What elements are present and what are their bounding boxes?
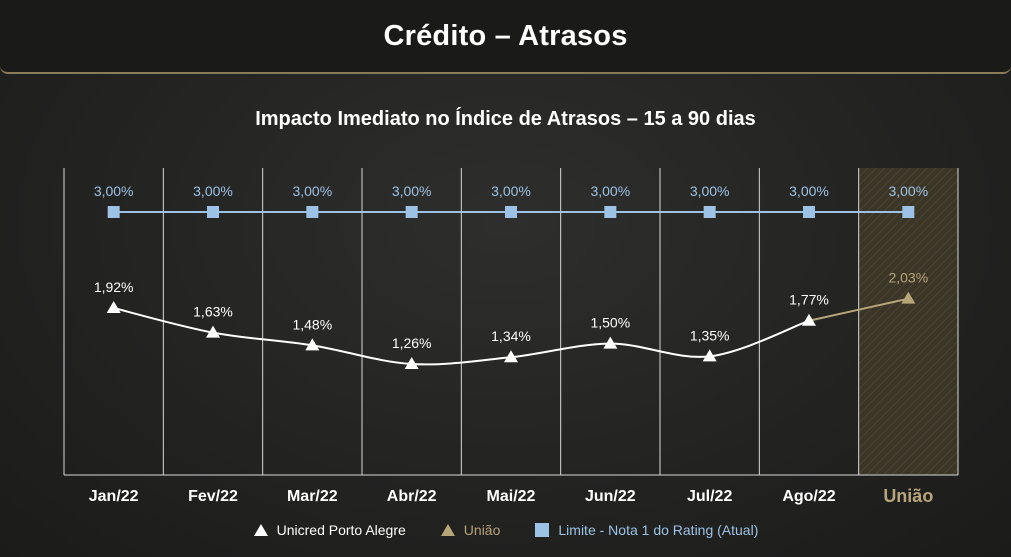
square-icon — [535, 523, 550, 537]
legend-label-uniao: União — [463, 522, 501, 538]
data-point-limite — [902, 206, 915, 218]
data-label: 3,00% — [888, 183, 928, 199]
data-point-limite — [505, 206, 517, 218]
series-line-uniao — [808, 297, 909, 322]
x-tick-label: Ago/22 — [782, 488, 835, 505]
data-label: 1,35% — [690, 327, 730, 343]
data-label: 1,63% — [193, 304, 233, 320]
legend-item-limite: Limite - Nota 1 do Rating (Atual) — [534, 522, 758, 538]
page-title: Crédito – Atrasos — [383, 19, 628, 52]
x-tick-label: Jul/22 — [687, 488, 732, 505]
data-point-unicred — [106, 301, 121, 313]
data-label: 3,00% — [690, 183, 730, 199]
data-label: 1,34% — [491, 328, 531, 344]
data-label: 1,92% — [94, 279, 134, 295]
x-tick-label: Jun/22 — [585, 488, 636, 505]
data-label: 3,00% — [789, 183, 829, 199]
chart-title: Impacto Imediato no Índice de Atrasos – … — [255, 108, 756, 130]
data-point-unicred — [702, 349, 717, 362]
data-point-limite — [703, 206, 716, 218]
data-point-unicred — [504, 350, 518, 363]
data-point-unicred — [603, 336, 618, 349]
x-tick-label: Mai/22 — [487, 488, 536, 505]
data-label: 1,77% — [789, 292, 829, 308]
x-tick-label: Mar/22 — [287, 488, 338, 505]
legend-item-uniao: União — [440, 522, 501, 538]
triangle-icon — [440, 524, 455, 536]
x-tick-label: União — [883, 486, 933, 506]
data-label: 3,00% — [193, 183, 233, 199]
data-point-limite — [405, 206, 418, 218]
data-label: 1,48% — [292, 316, 332, 332]
data-label: 3,00% — [491, 183, 531, 199]
x-tick-label: Abr/22 — [387, 488, 437, 505]
x-tick-label: Fev/22 — [188, 488, 238, 505]
legend-label-limite: Limite - Nota 1 do Rating (Atual) — [558, 522, 759, 538]
data-point-limite — [803, 206, 815, 218]
data-label: 3,00% — [94, 183, 134, 199]
data-point-limite — [604, 206, 617, 218]
header-bar: Crédito – Atrasos — [0, 0, 1011, 74]
data-label: 1,26% — [392, 335, 432, 351]
x-tick-label: Jan/22 — [89, 488, 139, 505]
series-line-unicred — [113, 307, 810, 366]
data-label: 2,03% — [888, 270, 928, 286]
triangle-icon — [253, 524, 268, 536]
uniao-highlight-band — [858, 168, 958, 475]
data-point-unicred — [802, 313, 816, 326]
chart-legend: Unicred Porto Alegre União Limite - Nota… — [0, 522, 1011, 538]
legend-item-unicred: Unicred Porto Alegre — [253, 522, 406, 538]
data-label: 3,00% — [392, 183, 432, 199]
data-point-unicred — [206, 325, 220, 338]
legend-label-unicred: Unicred Porto Alegre — [276, 522, 406, 538]
data-point-unicred — [305, 338, 320, 351]
data-label: 3,00% — [292, 183, 332, 199]
data-point-limite — [207, 206, 219, 218]
data-label: 1,50% — [590, 315, 630, 331]
data-point-limite — [306, 206, 319, 218]
data-point-limite — [107, 206, 120, 218]
data-point-unicred — [404, 357, 419, 369]
data-label: 3,00% — [590, 183, 630, 199]
data-point-uniao — [901, 291, 916, 304]
